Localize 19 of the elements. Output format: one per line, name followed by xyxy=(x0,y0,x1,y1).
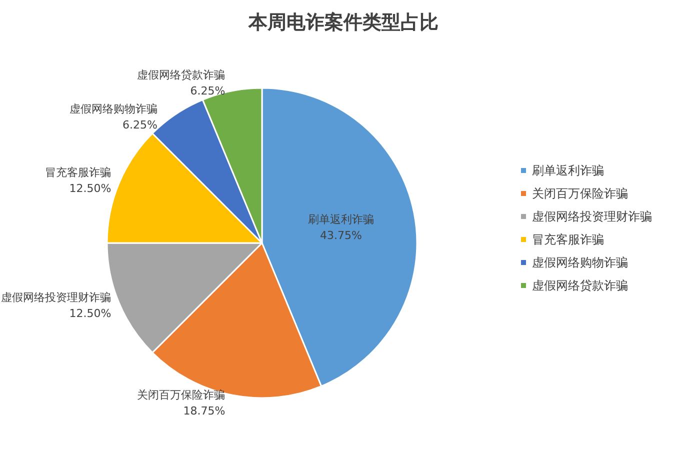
legend-label: 虚假网络投资理财诈骗 xyxy=(532,210,652,224)
data-label: 6.25% xyxy=(190,84,226,98)
legend-label: 虚假网络购物诈骗 xyxy=(532,256,628,270)
chart-title: 本周电诈案件类型占比 xyxy=(248,12,438,34)
legend-label: 关闭百万保险诈骗 xyxy=(532,186,628,200)
slice-label: 冒充客服诈骗 xyxy=(45,166,112,180)
slice-label: 虚假网络购物诈骗 xyxy=(69,102,158,116)
slice-label: 虚假网络贷款诈骗 xyxy=(137,68,226,82)
slice-label: 刷单返利诈骗 xyxy=(308,212,374,226)
legend-label: 刷单返利诈骗 xyxy=(532,164,604,178)
slice-label: 虚假网络投资理财诈骗 xyxy=(1,290,112,304)
legend-label: 虚假网络贷款诈骗 xyxy=(532,278,628,292)
legend-label: 冒充客服诈骗 xyxy=(532,232,604,246)
data-label: 12.50% xyxy=(69,182,112,196)
data-label: 6.25% xyxy=(122,118,158,132)
data-label: 18.75% xyxy=(183,404,226,418)
slice-label: 关闭百万保险诈骗 xyxy=(137,388,226,402)
data-label: 12.50% xyxy=(69,306,112,320)
data-label: 43.75% xyxy=(320,228,362,242)
